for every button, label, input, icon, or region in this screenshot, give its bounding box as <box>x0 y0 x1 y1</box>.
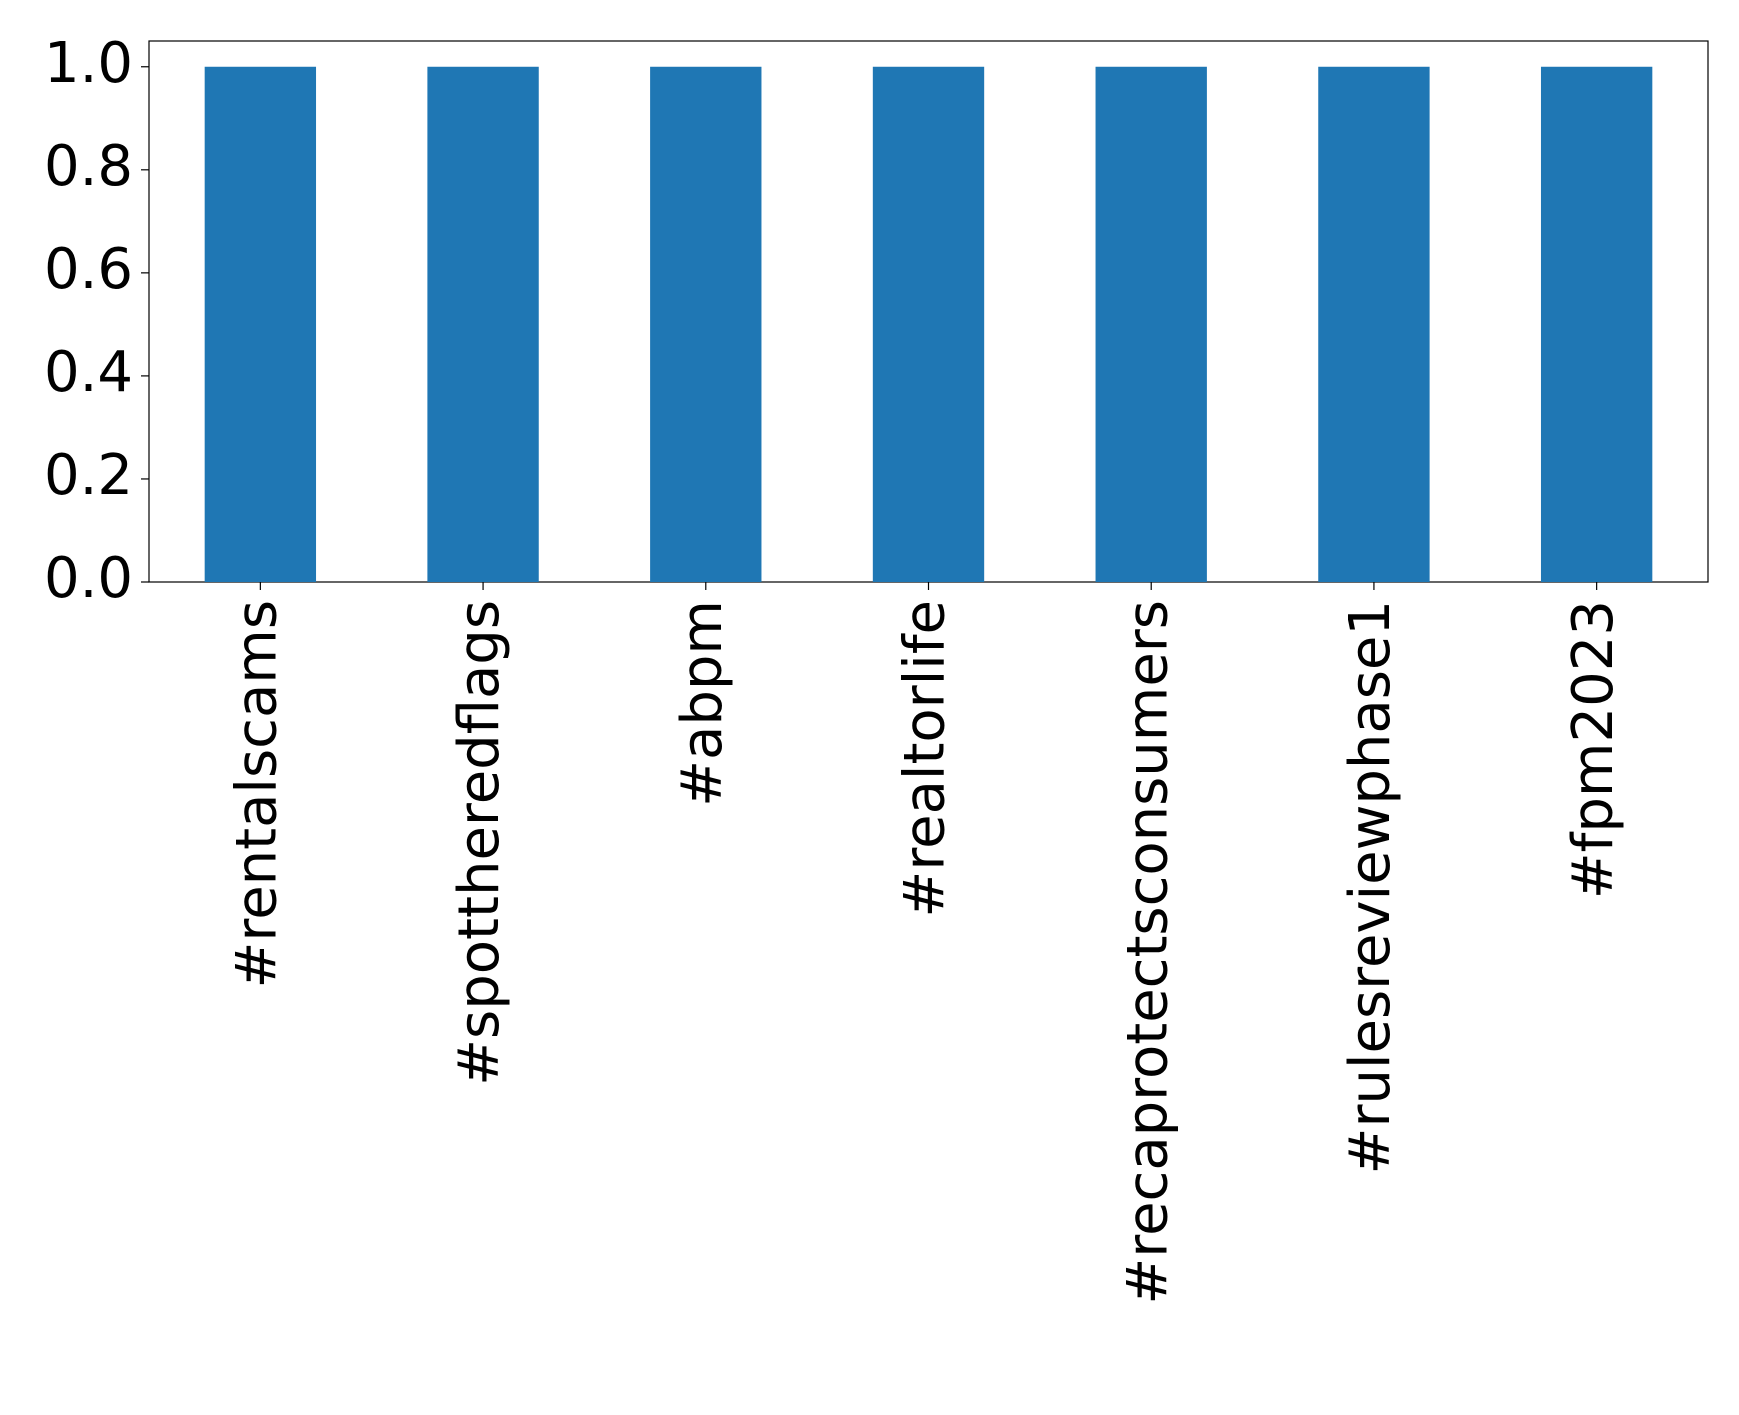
x-tick-label: #recaprotectsconsumers <box>1115 600 1180 1305</box>
x-tick-label: #spottheredflags <box>447 600 512 1086</box>
x-tick-label: #abpm <box>670 600 735 807</box>
x-tick-label: #rentalscams <box>224 600 289 989</box>
x-tick-label: #realtorlife <box>893 600 958 918</box>
y-tick-label: 0.4 <box>44 340 133 405</box>
y-tick-label: 0.6 <box>44 237 133 302</box>
y-tick-label: 0.0 <box>44 546 133 611</box>
bar <box>1540 66 1653 582</box>
bar <box>204 66 317 582</box>
y-tick-label: 1.0 <box>44 31 133 96</box>
bar <box>427 66 539 582</box>
y-tick-label: 0.8 <box>44 134 133 199</box>
x-tick-label: #fpm2023 <box>1561 600 1626 899</box>
bar <box>1095 66 1207 582</box>
bar <box>650 66 762 582</box>
y-tick-label: 0.2 <box>44 443 133 508</box>
bar <box>872 66 985 582</box>
bar <box>1318 66 1430 582</box>
x-tick-label: #rulesreviewphase1 <box>1338 600 1403 1174</box>
